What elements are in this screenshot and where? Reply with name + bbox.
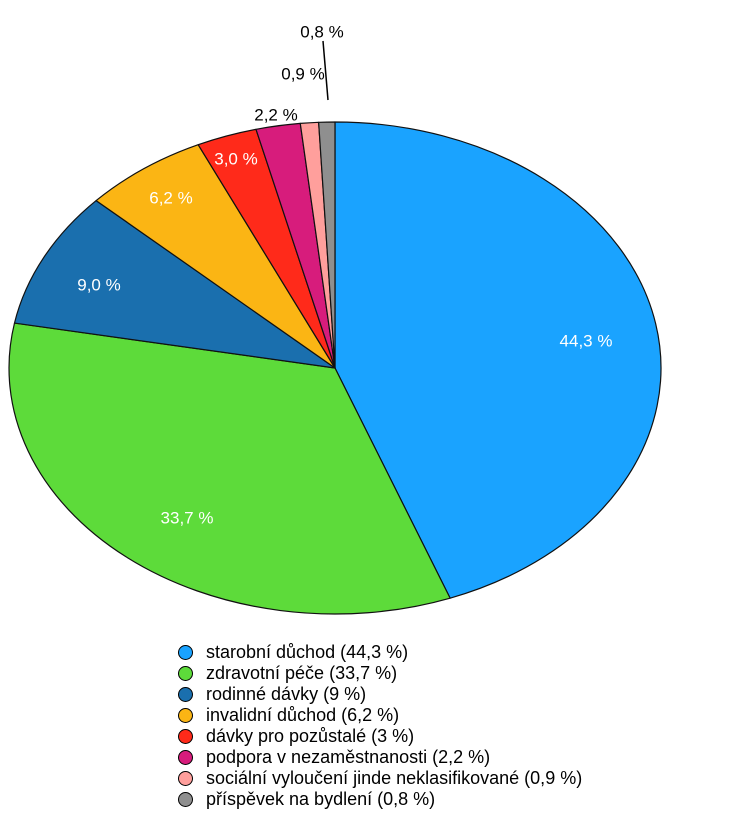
legend: starobní důchod (44,3 %) zdravotní péče … — [178, 642, 582, 810]
legend-swatch-icon — [178, 750, 193, 765]
legend-item: zdravotní péče (33,7 %) — [178, 663, 582, 684]
legend-item: dávky pro pozůstalé (3 %) — [178, 726, 582, 747]
legend-label: rodinné dávky (9 %) — [206, 684, 367, 704]
legend-swatch-icon — [178, 645, 193, 660]
slice-value-label: 9,0 % — [77, 275, 120, 294]
pie-slice — [8, 322, 451, 615]
slice-value-label: 3,0 % — [214, 149, 257, 168]
legend-label: starobní důchod (44,3 %) — [206, 642, 409, 662]
legend-label: sociální vyloučení jinde neklasifikované… — [206, 768, 583, 788]
legend-swatch-icon — [178, 708, 193, 723]
legend-label: dávky pro pozůstalé (3 %) — [206, 726, 415, 746]
legend-item: starobní důchod (44,3 %) — [178, 642, 582, 663]
legend-label: příspěvek na bydlení (0,8 %) — [206, 789, 436, 809]
legend-item: příspěvek na bydlení (0,8 %) — [178, 789, 582, 810]
legend-item: podpora v nezaměstnanosti (2,2 %) — [178, 747, 582, 768]
pie-slice — [318, 121, 336, 369]
legend-item: rodinné dávky (9 %) — [178, 684, 582, 705]
pie-slice — [13, 199, 336, 369]
pie-chart: 44,3 % 33,7 % 9,0 % 6,2 % 3,0 % 2,2 % 0,9 % 0,8… — [8, 22, 662, 615]
legend-item: sociální vyloučení jinde neklasifikované… — [178, 768, 582, 789]
legend-swatch-icon — [178, 666, 193, 681]
legend-item: invalidní důchod (6,2 %) — [178, 705, 582, 726]
pie-slice — [334, 121, 662, 599]
legend-swatch-icon — [178, 792, 193, 807]
label-leader-line — [322, 40, 329, 101]
pie-slice — [95, 144, 336, 369]
legend-label: podpora v nezaměstnanosti (2,2 %) — [206, 747, 491, 767]
slice-value-label: 33,7 % — [161, 508, 214, 527]
slice-value-label: 0,8 % — [300, 22, 343, 41]
legend-label: invalidní důchod (6,2 %) — [206, 705, 400, 725]
slice-value-label: 6,2 % — [149, 188, 192, 207]
legend-swatch-icon — [178, 729, 193, 744]
legend-label: zdravotní péče (33,7 %) — [206, 663, 398, 683]
legend-swatch-icon — [178, 687, 193, 702]
slice-value-label: 0,9 % — [281, 64, 324, 83]
slice-value-label: 2,2 % — [254, 105, 297, 124]
slice-value-label: 44,3 % — [560, 331, 613, 350]
legend-swatch-icon — [178, 771, 193, 786]
